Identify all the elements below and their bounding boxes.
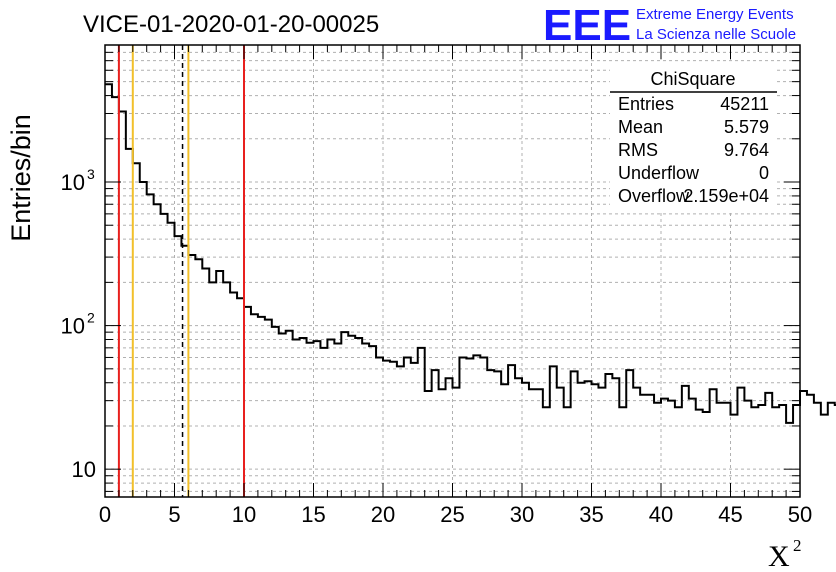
- stats-value-entries: 45211: [720, 94, 769, 114]
- stats-value-rms: 9.764: [724, 140, 769, 160]
- stats-label-underflow: Underflow: [618, 163, 700, 183]
- y-tick-label: 10: [61, 170, 85, 195]
- stats-box: ChiSquare Entries 45211 Mean 5.579 RMS 9…: [610, 62, 777, 210]
- stats-title: ChiSquare: [650, 69, 735, 89]
- x-tick-label: 30: [510, 502, 534, 527]
- x-tick-label: 5: [168, 502, 180, 527]
- y-axis-label: Entries/bin: [6, 114, 36, 242]
- stats-value-overflow: 2.159e+04: [683, 186, 769, 206]
- y-tick-label-exponent: 3: [87, 166, 95, 182]
- y-tick-label: 10: [72, 457, 96, 482]
- stats-label-entries: Entries: [618, 94, 674, 114]
- stats-label-overflow: Overflow: [618, 186, 690, 206]
- y-tick-label: 10: [61, 314, 85, 339]
- x-tick-label: 0: [99, 502, 111, 527]
- x-tick-label: 10: [232, 502, 256, 527]
- logo-mark: EEE: [543, 1, 631, 50]
- reference-lines: [117, 45, 245, 497]
- stats-box-background: [610, 62, 777, 210]
- y-tick-label-exponent: 2: [87, 310, 95, 326]
- x-tick-label: 50: [788, 502, 812, 527]
- x-tick-label: 35: [579, 502, 603, 527]
- stats-value-mean: 5.579: [724, 117, 769, 137]
- logo-line-1: Extreme Energy Events: [636, 6, 794, 23]
- stats-label-rms: RMS: [618, 140, 658, 160]
- x-tick-label: 15: [301, 502, 325, 527]
- eee-logo: EEE Extreme Energy Events La Scienza nel…: [543, 1, 796, 50]
- plot-frame: [104, 44, 801, 498]
- x-tick-label: 20: [371, 502, 395, 527]
- x-tick-label: 45: [718, 502, 742, 527]
- x-axis-label-text: X: [768, 540, 790, 572]
- x-axis-label-exponent: 2: [793, 536, 802, 555]
- x-axis-label: X 2: [768, 536, 802, 572]
- grid: [105, 44, 800, 497]
- chart-title: VICE-01-2020-01-20-00025: [83, 11, 379, 38]
- stats-label-mean: Mean: [618, 117, 663, 137]
- x-tick-label: 25: [440, 502, 464, 527]
- logo-line-2: La Scienza nelle Scuole: [636, 26, 796, 43]
- x-tick-label: 40: [649, 502, 673, 527]
- stats-value-underflow: 0: [759, 163, 769, 183]
